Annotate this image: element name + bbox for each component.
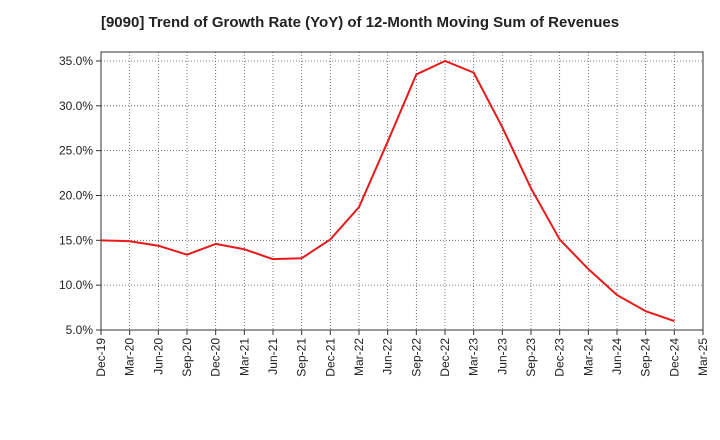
x-tick-label: Sep-23	[524, 338, 538, 377]
x-tick-label: Sep-22	[409, 338, 423, 377]
x-tick-label: Dec-20	[209, 338, 223, 377]
x-tick-label: Dec-22	[438, 338, 452, 377]
x-tick-label: Mar-22	[352, 338, 366, 376]
y-tick-label: 30.0%	[59, 99, 93, 113]
x-tick-label: Sep-20	[180, 338, 194, 377]
x-tick-label: Jun-20	[151, 338, 165, 375]
x-tick-label: Dec-23	[553, 338, 567, 377]
x-tick-label: Mar-20	[123, 338, 137, 376]
x-tick-label: Mar-25	[696, 338, 710, 376]
x-tick-label: Sep-24	[639, 338, 653, 377]
chart-title: [9090] Trend of Growth Rate (YoY) of 12-…	[100, 14, 620, 31]
y-tick-label: 10.0%	[59, 278, 93, 292]
x-tick-label: Sep-21	[295, 338, 309, 377]
series-line	[100, 59, 675, 322]
x-tick-label: Mar-21	[237, 338, 251, 376]
y-tick-label: 35.0%	[59, 54, 93, 68]
y-tick-label: 5.0%	[66, 323, 94, 337]
x-tick-label: Mar-23	[467, 338, 481, 376]
x-tick-label: Jun-22	[381, 338, 395, 375]
x-tick-label: Jun-24	[610, 338, 624, 375]
x-tick-label: Dec-24	[667, 338, 681, 377]
x-tick-label: Dec-21	[323, 338, 337, 377]
x-tick-label: Jun-23	[495, 338, 509, 375]
x-tick-label: Dec-19	[94, 338, 108, 377]
x-tick-label: Jun-21	[266, 338, 280, 375]
y-tick-label: 25.0%	[59, 144, 93, 158]
plot-frame	[100, 51, 704, 331]
y-tick-label: 15.0%	[59, 233, 93, 247]
y-tick-label: 20.0%	[59, 188, 93, 202]
x-tick-label: Mar-24	[581, 338, 595, 376]
